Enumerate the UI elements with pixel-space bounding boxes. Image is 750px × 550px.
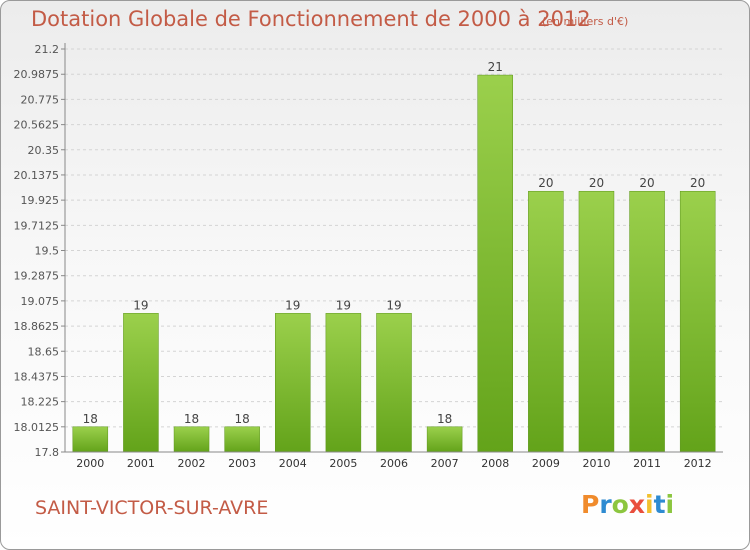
- y-tick-label: 20.1375: [14, 169, 60, 182]
- y-tick-label: 21.2: [35, 43, 60, 56]
- x-tick-label-2002: 2002: [178, 457, 206, 470]
- commune-name: SAINT-VICTOR-SUR-AVRE: [35, 497, 269, 519]
- data-label-2011: 20: [639, 176, 654, 190]
- proxiti-logo[interactable]: Proxiti: [581, 490, 674, 519]
- data-label-2002: 18: [184, 412, 199, 426]
- bar-2007: [426, 426, 463, 453]
- bar-2003: [224, 426, 260, 453]
- bar-2006: [376, 313, 412, 453]
- y-tick-label: 19.7125: [14, 219, 60, 232]
- y-tick-label: 20.775: [21, 93, 60, 106]
- logo-letter: o: [611, 490, 629, 519]
- x-tick-label-2006: 2006: [380, 457, 408, 470]
- x-tick-label-2004: 2004: [279, 457, 307, 470]
- data-label-2004: 19: [285, 298, 300, 312]
- bar-2002: [173, 426, 210, 453]
- data-label-2007: 18: [437, 412, 452, 426]
- x-tick-label-2010: 2010: [582, 457, 610, 470]
- logo-letter: t: [653, 490, 666, 519]
- bar-2010: [578, 190, 615, 453]
- y-tick-label: 19.075: [21, 295, 60, 308]
- data-label-2008: 21: [488, 60, 503, 74]
- y-tick-label: 19.925: [21, 194, 60, 207]
- y-tick-label: 19.5: [35, 245, 60, 258]
- x-tick-label-2012: 2012: [684, 457, 712, 470]
- y-tick-label: 20.35: [28, 144, 60, 157]
- bar-2004: [275, 313, 311, 453]
- bar-2001: [123, 313, 159, 453]
- y-tick-label: 20.9875: [14, 68, 60, 81]
- data-label-2005: 19: [336, 298, 351, 312]
- bar-2005: [325, 313, 362, 453]
- x-tick-label-2005: 2005: [329, 457, 357, 470]
- logo-letter: x: [628, 490, 645, 519]
- logo-letter: i: [665, 490, 675, 519]
- chart-subtitle: (en milliers d'€): [542, 15, 629, 28]
- x-tick-label-2003: 2003: [228, 457, 256, 470]
- x-tick-label-2009: 2009: [532, 457, 560, 470]
- x-tick-label-2007: 2007: [431, 457, 459, 470]
- axes: 17.8 18.0125 18.225 18.4375 18.65 18.8625 19.0…: [14, 43, 723, 470]
- y-tick-label: 18.225: [21, 396, 60, 409]
- data-label-2009: 20: [538, 176, 553, 190]
- bar-2009: [528, 190, 564, 453]
- data-label-2003: 18: [235, 412, 250, 426]
- bar-2008: [477, 74, 513, 453]
- bars: 18 19 18 18 19 19 19 18 21 20 20 20 20: [72, 60, 716, 453]
- y-tick-label: 20.5625: [14, 119, 60, 132]
- chart-title: Dotation Globale de Fonctionnement de 20…: [31, 7, 591, 31]
- y-tick-label: 18.4375: [14, 370, 60, 383]
- y-tick-label: 18.0125: [14, 421, 60, 434]
- x-tick-label-2000: 2000: [76, 457, 104, 470]
- data-label-2006: 19: [386, 298, 401, 312]
- bar-2000: [72, 426, 109, 453]
- data-label-2000: 18: [83, 412, 98, 426]
- y-tick-label: 18.8625: [14, 320, 60, 333]
- x-tick-label-2008: 2008: [481, 457, 509, 470]
- y-tick-label: 17.8: [35, 446, 60, 459]
- x-tick-label-2011: 2011: [633, 457, 661, 470]
- logo-letter: r: [599, 490, 612, 519]
- bar-2011: [629, 190, 665, 453]
- y-tick-label: 18.65: [28, 345, 60, 358]
- bar-2012: [679, 190, 716, 453]
- data-label-2010: 20: [589, 176, 604, 190]
- logo-letter: i: [645, 490, 654, 519]
- x-tick-label-2001: 2001: [127, 457, 155, 470]
- data-label-2001: 19: [133, 298, 148, 312]
- logo-letter: P: [581, 490, 600, 519]
- data-label-2012: 20: [690, 176, 705, 190]
- y-tick-label: 19.2875: [14, 270, 60, 283]
